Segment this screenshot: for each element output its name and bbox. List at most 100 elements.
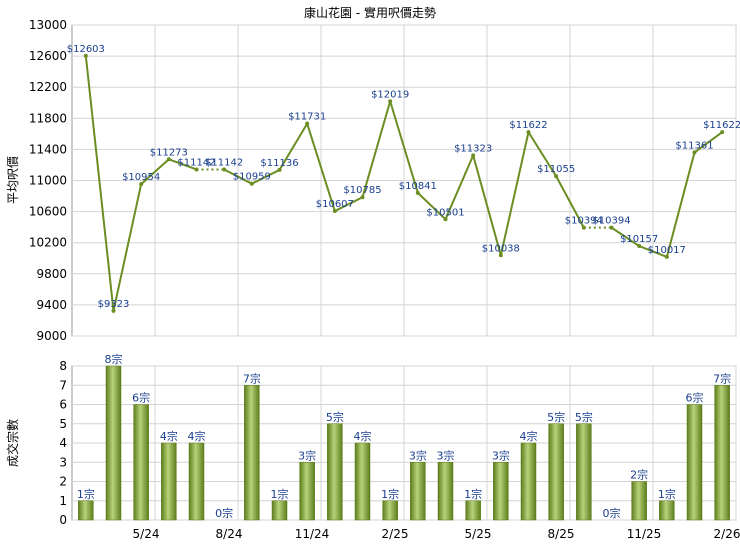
bar [188,442,205,521]
line-series [83,53,725,313]
bar-value-label: 1宗 [658,487,676,501]
bar-value-label: 7宗 [713,371,731,385]
line-y-tick-label: 11400 [29,142,67,156]
line-point [471,153,476,158]
line-point [194,167,199,172]
bar-value-label: 4宗 [160,429,178,443]
bar-chart-grid: 0 1 2 3 4 5 6 7 8 5/24 8/24 11/24 2/25 5/25 8/25 11/25 2… [59,359,740,541]
line-segment [444,154,475,220]
line-segment [472,155,502,256]
line-value-label: $11273 [150,147,188,158]
bar-value-label: 3宗 [298,448,316,462]
line-segment [693,131,723,154]
bar [465,500,481,521]
bar [410,462,426,521]
bar-value-label: 0宗 [215,506,233,520]
line-point [554,174,559,179]
bar-y-tick-label: 2 [59,475,67,489]
line-value-label: $9323 [98,299,130,310]
line-value-label: $10607 [316,199,354,210]
line-point [83,53,88,58]
bar-y-tick-label: 8 [59,359,67,373]
bar-value-label: 1宗 [77,487,95,501]
bar-value-label: 4宗 [354,429,372,443]
line-y-tick-label: 9000 [36,329,67,343]
line-value-label: $11622 [509,120,547,131]
bar-y-tick-label: 1 [59,494,67,508]
line-value-label: $12019 [371,89,409,100]
line-segment [278,123,309,171]
bar-value-label: 4宗 [188,429,206,443]
bar-value-label: 8宗 [105,352,123,366]
line-value-label: $12603 [67,44,105,55]
x-tick-label: 5/25 [465,527,492,541]
line-point [139,182,144,187]
line-value-label: $10157 [620,234,658,245]
bar-y-tick-label: 7 [59,378,67,392]
line-point [498,253,503,258]
line-value-label: $11055 [537,164,575,175]
line-value-label: $11142 [177,157,215,168]
bar-y-tick-label: 3 [59,455,67,469]
bar-value-label: 3宗 [437,448,455,462]
x-tick-label: 2/25 [382,527,409,541]
bar [520,442,537,521]
line-y-tick-label: 11800 [29,111,67,125]
chart-title: 康山花園 - 實用呎價走勢 [304,5,436,20]
line-point [443,217,448,222]
x-tick-label: 11/25 [627,527,662,541]
line-y-tick-label: 12600 [29,49,67,63]
line-point [720,130,725,135]
bar-value-label: 1宗 [464,487,482,501]
bar-y-tick-label: 0 [59,513,67,527]
bar [327,423,343,521]
line-value-label: $11361 [675,140,713,151]
bar-value-label: 6宗 [132,391,150,405]
line-segment [499,131,530,256]
line-point [111,308,116,313]
line-segment [638,245,668,258]
line-segment [306,123,336,212]
line-point [222,167,227,172]
bar-value-label: 3宗 [409,448,427,462]
bar-series [78,365,730,521]
line-value-label: $10038 [482,243,520,254]
line-y-tick-label: 9400 [36,298,67,312]
bar [576,423,592,521]
line-value-label: $11323 [454,143,492,154]
line-point [415,190,420,195]
line-point [692,150,697,155]
bar-value-label: 7宗 [243,371,261,385]
line-segment [84,55,115,311]
bar-y-tick-label: 5 [59,417,67,431]
line-point [277,167,282,172]
line-segment [527,131,558,177]
x-tick-label: 8/24 [216,527,243,541]
bar-value-label: 4宗 [520,429,538,443]
x-tick-label: 11/24 [295,527,330,541]
x-tick-label: 5/24 [133,527,160,541]
data-labels: 1宗 8宗 6宗 4宗 4宗 0宗 7宗 1宗 3宗 5宗 4宗 1宗 3宗 3宗 1宗 3宗 4宗 5宗 5宗 0宗… [67,44,740,520]
line-point [166,157,171,162]
line-segment [417,192,447,221]
bar-value-label: 0宗 [603,506,621,520]
bar [105,365,122,521]
line-point [388,99,393,104]
x-tick-label: 2/26 [714,527,740,541]
bar [548,423,564,521]
line-value-label: $10501 [426,207,464,218]
bar [133,404,149,521]
line-segment [334,196,363,212]
bar [382,500,398,521]
bar [299,462,315,521]
line-point [305,121,310,126]
line-value-label: $11731 [288,112,326,123]
bar [714,385,730,521]
line-segment [168,158,197,171]
bar [161,442,177,521]
line-point [581,225,586,230]
line-point [664,254,669,259]
line-point [249,181,254,186]
